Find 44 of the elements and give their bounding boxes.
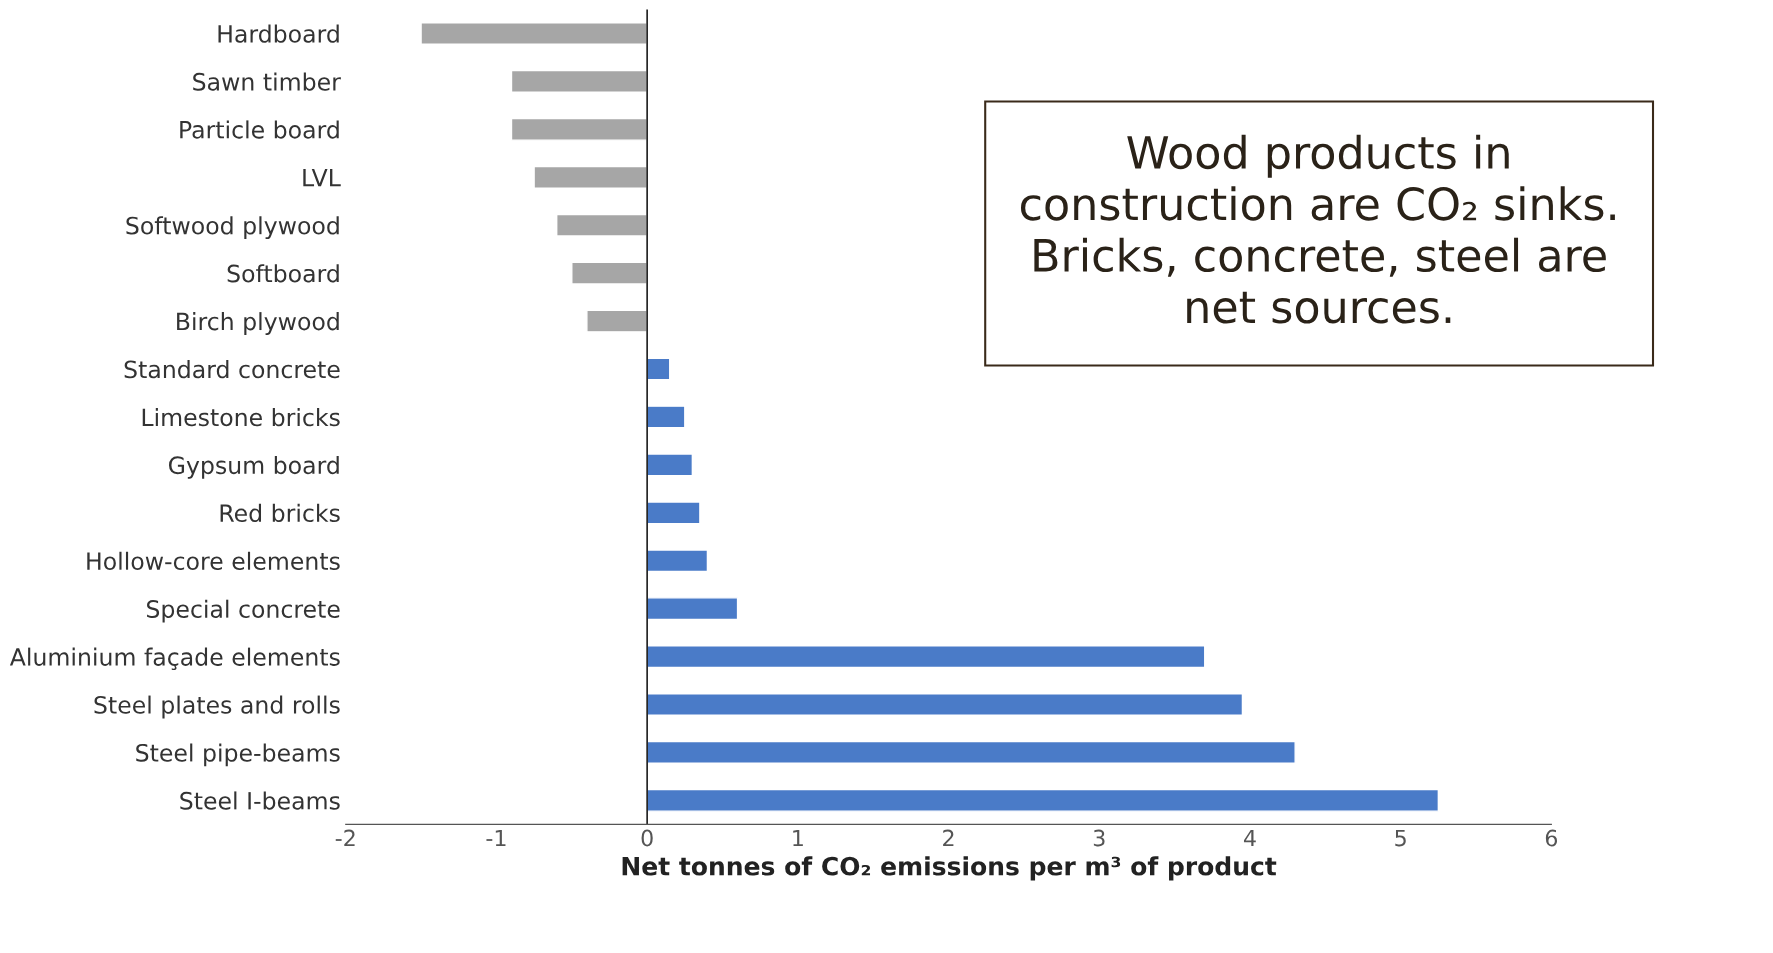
y-tick-label: Birch plywood xyxy=(177,312,339,335)
bar xyxy=(510,117,648,141)
y-tick-label: Red bricks xyxy=(220,503,340,523)
x-tick-label: 4 xyxy=(1243,829,1256,847)
y-tick-label: Standard concrete xyxy=(124,360,340,379)
y-tick-label: Aluminium façade elements xyxy=(9,647,340,671)
y-tick-label: Particle board xyxy=(180,120,339,139)
y-tick-label: Limestone bricks xyxy=(142,407,340,427)
x-tick-label: 3 xyxy=(1093,829,1105,847)
y-tick-label: Special concrete xyxy=(146,599,340,623)
y-tick-label: Gypsum board xyxy=(168,455,339,479)
x-tick-label: 6 xyxy=(1545,829,1558,847)
x-tick-label: 5 xyxy=(1395,829,1406,847)
bar xyxy=(420,22,648,45)
y-tick-label: LVL xyxy=(303,169,341,187)
y-tick-label: Steel I-beams xyxy=(180,791,340,810)
bar xyxy=(646,453,694,477)
bar xyxy=(646,693,1244,716)
x-axis-title: Net tonnes of CO₂ emissions per m³ of product xyxy=(622,856,1277,881)
y-tick-label: Steel pipe-beams xyxy=(136,743,340,767)
bar xyxy=(646,645,1206,669)
x-tick-label: 2 xyxy=(943,829,954,847)
bar xyxy=(646,501,701,525)
y-tick-label: Hollow-core elements xyxy=(87,551,340,571)
bar xyxy=(646,405,686,429)
bar xyxy=(646,549,709,573)
y-tick-label: Hardboard xyxy=(218,24,339,43)
bar xyxy=(571,261,648,285)
bar xyxy=(646,740,1296,764)
bar xyxy=(556,213,648,237)
x-tick-label: -1 xyxy=(486,829,506,847)
y-tick-label: Sawn timber xyxy=(193,72,341,91)
y-tick-label: Softwood plywood xyxy=(126,216,339,240)
x-tick-label: 1 xyxy=(793,829,803,847)
bar xyxy=(510,69,648,93)
annotation: Wood products in construction are CO₂ sinks. Bricks, concrete, steel are net sources. xyxy=(1021,134,1615,324)
bar xyxy=(646,597,739,621)
y-tick-label: Softboard xyxy=(227,264,339,283)
y-tick-label: Steel plates and rolls xyxy=(94,695,340,719)
bar xyxy=(533,165,648,189)
x-tick-label: 0 xyxy=(641,829,653,847)
bar xyxy=(646,788,1440,812)
bar xyxy=(586,309,648,333)
x-tick-label: -2 xyxy=(335,829,355,847)
